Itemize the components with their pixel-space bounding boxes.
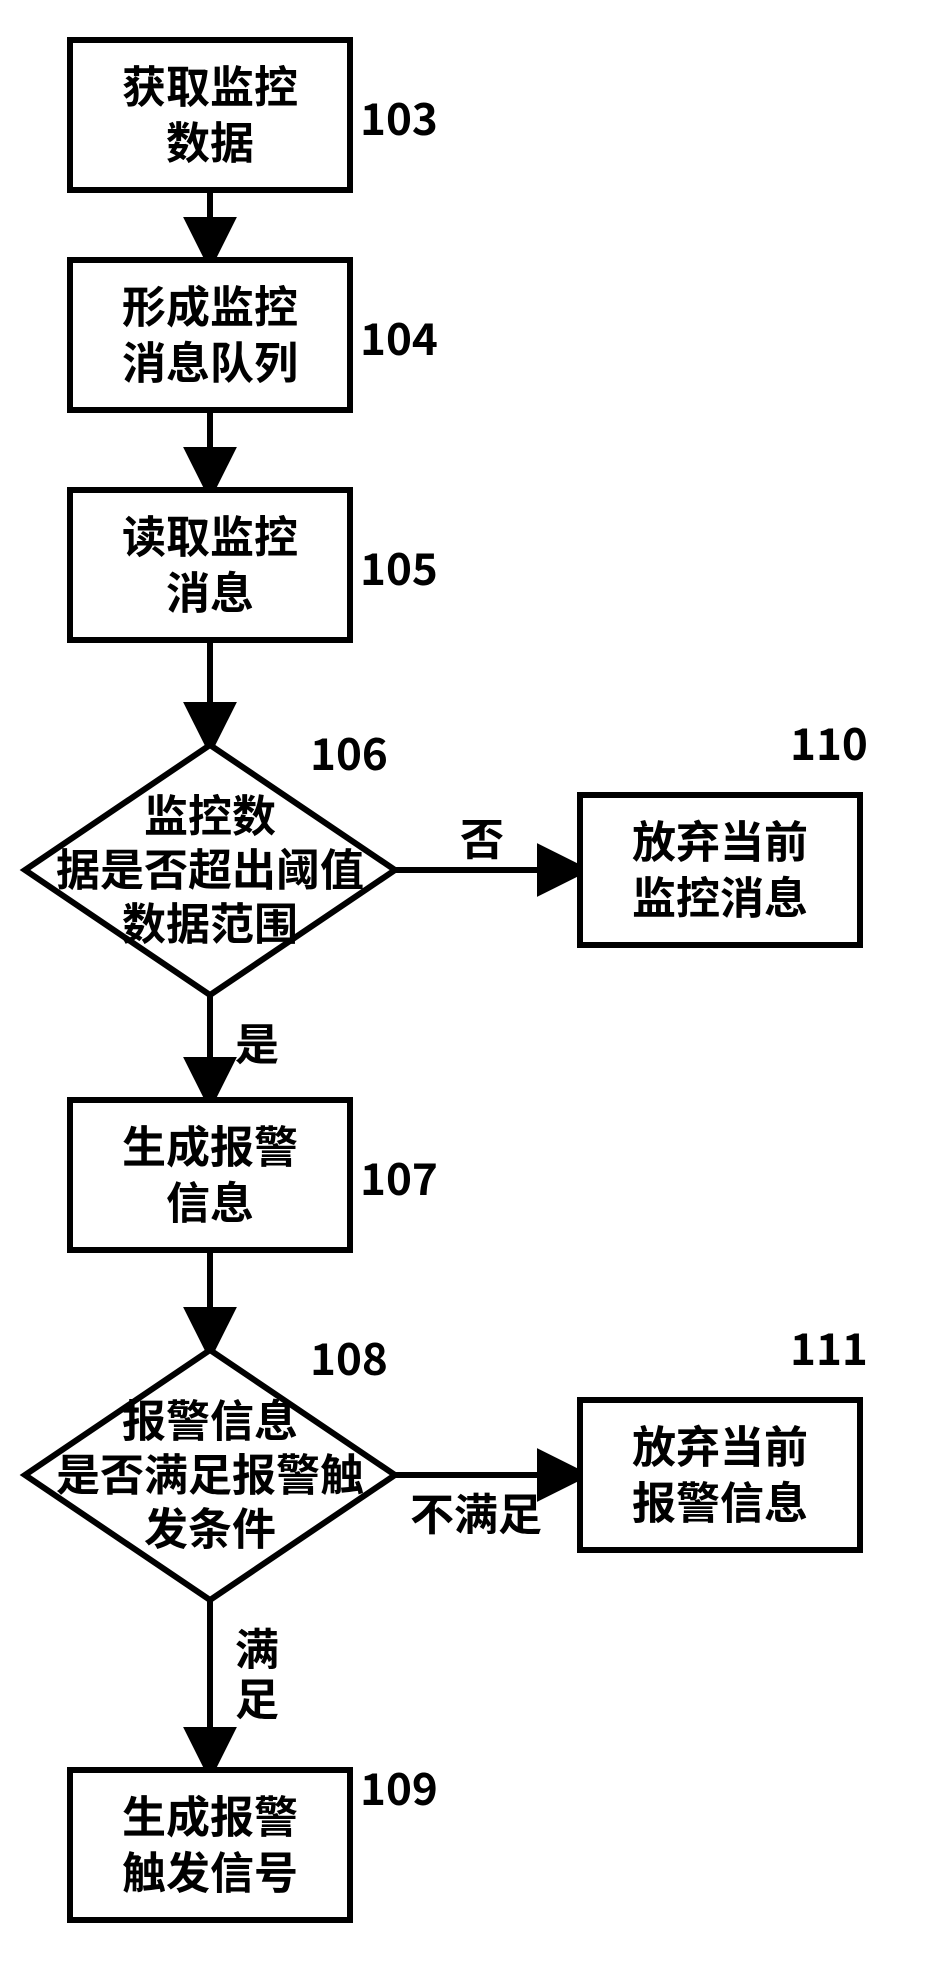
flow-node-text: 监控消息 <box>632 862 808 926</box>
flow-node-text: 消息队列 <box>122 327 298 391</box>
flow-node-text: 消息 <box>166 557 254 621</box>
edge-label: 否 <box>460 804 504 868</box>
edge-label: 不满足 <box>410 1479 542 1543</box>
flow-node-text: 发条件 <box>144 1493 276 1557</box>
step-number: 109 <box>360 1754 438 1818</box>
step-number: 106 <box>310 719 388 783</box>
step-number: 110 <box>790 709 868 773</box>
flow-node-text: 形成监控 <box>122 271 298 335</box>
flow-node-text: 放弃当前 <box>632 806 808 870</box>
flow-node-text: 读取监控 <box>122 501 298 565</box>
flow-node-text: 生成报警 <box>122 1781 298 1845</box>
step-number: 103 <box>360 84 438 148</box>
flow-node-text: 报警信息 <box>632 1467 808 1531</box>
step-number: 107 <box>360 1144 438 1208</box>
flowchart-svg: 否是不满足满足获取监控数据103形成监控消息队列104读取监控消息105监控数据… <box>0 0 933 1965</box>
edge-label: 足 <box>235 1664 279 1728</box>
flow-node-text: 生成报警 <box>122 1111 298 1175</box>
flow-node-text: 触发信号 <box>122 1837 298 1901</box>
step-number: 104 <box>360 304 438 368</box>
step-number: 108 <box>310 1324 388 1388</box>
step-number: 105 <box>360 534 438 598</box>
edge-label: 是 <box>235 1009 279 1073</box>
flow-node-text: 放弃当前 <box>632 1411 808 1475</box>
flow-node-text: 数据范围 <box>122 888 298 952</box>
flow-node-text: 信息 <box>166 1167 254 1231</box>
flow-node-text: 获取监控 <box>122 51 298 115</box>
step-number: 111 <box>790 1314 868 1378</box>
flow-node-text: 数据 <box>166 107 254 171</box>
